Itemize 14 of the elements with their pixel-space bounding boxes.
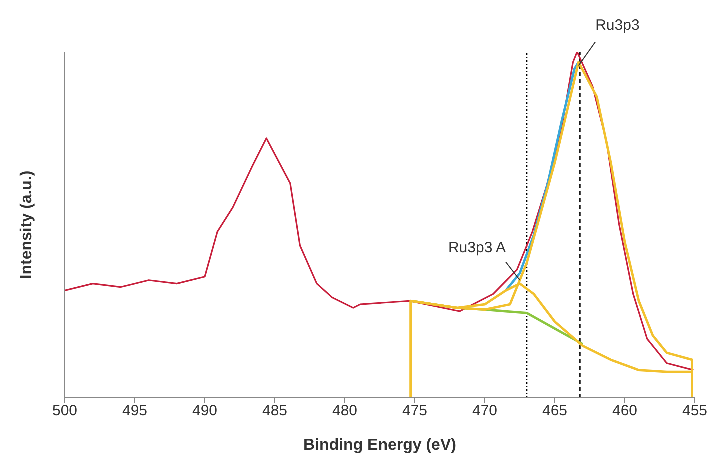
x-tick-label: 460 bbox=[612, 402, 638, 420]
x-tick-label: 470 bbox=[472, 402, 498, 420]
x-tick-label: 490 bbox=[192, 402, 218, 420]
annotation: Ru3p3 A bbox=[448, 239, 506, 256]
y-axis-title: Intensity (a.u.) bbox=[18, 170, 36, 280]
x-tick-label: 455 bbox=[682, 402, 708, 420]
x-tick-label: 485 bbox=[262, 402, 288, 420]
x-tick-label: 500 bbox=[52, 402, 78, 420]
x-tick-label: 480 bbox=[332, 402, 358, 420]
x-tick-label: 495 bbox=[122, 402, 148, 420]
x-axis-title: Binding Energy (eV) bbox=[304, 437, 456, 454]
annotation: Ru3p3 bbox=[596, 16, 640, 34]
x-tick-label: 465 bbox=[542, 402, 568, 420]
x-tick-label: 475 bbox=[402, 402, 428, 420]
